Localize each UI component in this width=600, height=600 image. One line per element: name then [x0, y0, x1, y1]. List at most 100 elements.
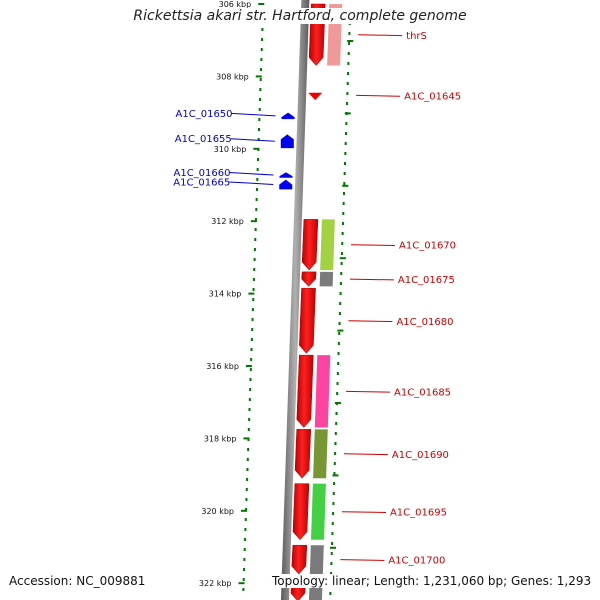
track-dot	[348, 42, 351, 45]
track-dot	[336, 382, 339, 385]
track-dot	[336, 372, 339, 375]
scale-tick	[243, 437, 250, 440]
forward-label-leader	[349, 278, 394, 281]
track-dot	[330, 572, 333, 575]
forward-label-leader	[343, 453, 388, 456]
scale-tick	[258, 3, 265, 5]
reverse-gene-arrow[interactable]	[281, 112, 295, 120]
ruler-dot	[248, 398, 251, 401]
forward-gene-arrow[interactable]	[299, 287, 316, 354]
scale-tick-label: 310 kbp	[214, 145, 247, 154]
track-dot	[334, 442, 337, 445]
forward-label-leader	[351, 244, 396, 247]
track-tick	[342, 184, 349, 187]
forward-gene-label[interactable]: thrS	[406, 31, 427, 42]
forward-gene-arrow[interactable]	[301, 219, 319, 271]
ruler-dot	[255, 188, 258, 191]
track-dot	[341, 232, 344, 235]
forward-gene-arrow[interactable]	[291, 544, 308, 575]
forward-gene-label[interactable]: A1C_01675	[398, 275, 455, 286]
track-dot	[348, 32, 351, 35]
ruler-dot	[260, 48, 263, 51]
ruler-dot	[254, 218, 257, 221]
ruler-dot	[252, 278, 255, 281]
track-dot	[346, 82, 349, 85]
ruler-dot	[257, 138, 260, 141]
track-dot	[340, 252, 343, 255]
ruler-dot	[260, 68, 263, 71]
track-dot	[334, 452, 337, 455]
forward-gene-arrow[interactable]	[292, 483, 310, 541]
forward-label-leader	[340, 559, 385, 561]
forward-gene-arrow[interactable]	[301, 271, 317, 287]
forward-gene-label[interactable]: A1C_01685	[394, 387, 451, 398]
ruler-dot	[249, 378, 252, 381]
ruler-dot	[245, 488, 248, 491]
reverse-gene-arrow[interactable]	[280, 134, 294, 149]
reverse-gene-label[interactable]: A1C_01660	[174, 168, 231, 179]
track-dot	[340, 272, 343, 275]
forward-gene-label[interactable]: A1C_01695	[390, 508, 447, 519]
forward-gene-label[interactable]: A1C_01645	[404, 91, 461, 102]
track-dot	[347, 72, 350, 75]
reverse-gene-arrow[interactable]	[279, 179, 293, 190]
reverse-gene-label[interactable]: A1C_01665	[173, 177, 230, 188]
genome-axis	[280, 0, 310, 600]
forward-gene-arrow[interactable]	[294, 429, 312, 479]
track-tick	[347, 40, 354, 42]
track-dot	[338, 322, 341, 325]
track-dot	[339, 302, 342, 305]
ruler-dot	[246, 458, 249, 461]
reverse-gene-arrow[interactable]	[279, 172, 293, 178]
track-dot	[342, 212, 345, 215]
ruler-dot	[256, 158, 259, 161]
scale-tick-label: 314 kbp	[209, 290, 242, 299]
scale-tick	[245, 365, 252, 367]
reverse-label-leader	[229, 172, 274, 176]
track-dot	[332, 492, 335, 495]
forward-label-leader	[358, 34, 403, 37]
track-dot	[341, 222, 344, 225]
reverse-label-leader	[230, 138, 275, 142]
cog-box	[309, 545, 324, 575]
ruler-dot	[254, 238, 257, 241]
forward-gene-label[interactable]: A1C_01680	[396, 317, 453, 328]
scale-tick	[253, 147, 260, 150]
reverse-gene-label[interactable]: A1C_01650	[176, 109, 233, 120]
track-dot	[332, 512, 335, 515]
scale-tick	[238, 582, 245, 585]
ruler-dot	[253, 258, 256, 261]
genome-summary: Topology: linear; Length: 1,231,060 bp; …	[272, 574, 592, 588]
ruler-dot	[242, 578, 245, 581]
track-tick	[334, 402, 341, 404]
forward-gene-label[interactable]: A1C_01670	[399, 241, 456, 252]
track-tick	[344, 112, 351, 115]
ruler-dot	[251, 328, 254, 331]
cog-box	[314, 355, 331, 428]
track-dot	[346, 92, 349, 95]
forward-gene-label[interactable]: A1C_01700	[388, 556, 445, 567]
ruler-dot	[247, 448, 250, 451]
ruler-dot	[261, 28, 264, 31]
track-dot	[340, 262, 343, 265]
cog-box	[313, 429, 328, 479]
track-dot	[346, 102, 349, 105]
ruler-dot	[249, 388, 252, 391]
track-dot	[338, 332, 341, 335]
scale-tick	[255, 75, 262, 78]
cog-box	[320, 219, 335, 271]
ruler-dot	[251, 318, 254, 321]
forward-gene-label[interactable]: A1C_01690	[392, 450, 449, 461]
scale-tick-label: 312 kbp	[211, 217, 244, 226]
ruler-dot	[246, 468, 249, 471]
ruler-dot	[244, 528, 247, 531]
ruler-dot	[256, 168, 259, 171]
ruler-dot	[244, 518, 247, 521]
forward-gene-arrow[interactable]	[296, 354, 314, 428]
forward-gene-arrow[interactable]	[308, 92, 323, 101]
ruler-dot	[258, 108, 261, 111]
ruler-dot	[259, 98, 262, 101]
reverse-gene-label[interactable]: A1C_01655	[175, 134, 232, 145]
track-dot	[339, 282, 342, 285]
scale-tick-label: 322 kbp	[199, 579, 232, 588]
